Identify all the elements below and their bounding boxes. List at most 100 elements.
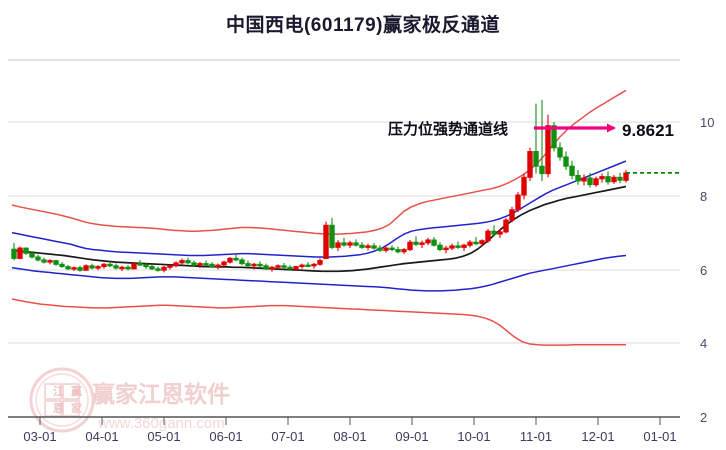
candle-body <box>11 248 17 259</box>
gridlines <box>8 59 680 418</box>
candlestick <box>89 263 95 270</box>
candlestick <box>185 257 191 265</box>
candlestick <box>71 266 77 271</box>
candlestick <box>227 257 233 264</box>
candle-body <box>311 263 317 267</box>
candlestick <box>125 265 131 271</box>
candle-body <box>161 266 167 271</box>
candle-body <box>575 175 581 182</box>
candlestick <box>377 245 383 252</box>
candle-body <box>605 176 611 183</box>
annotation-value: 9.8621 <box>622 121 674 140</box>
candle-body <box>335 242 341 248</box>
candlestick <box>17 246 23 260</box>
candlestick <box>395 246 401 254</box>
candle-body <box>383 247 389 251</box>
candle-body <box>527 151 533 178</box>
candlestick <box>581 174 587 186</box>
candlestick <box>83 264 89 271</box>
ytick-label-2: 2 <box>700 410 707 425</box>
candlestick <box>263 263 269 271</box>
candlestick <box>437 242 443 252</box>
candlestick <box>59 262 65 268</box>
candle-body <box>395 249 401 253</box>
candle-body <box>281 265 287 268</box>
candle-body <box>149 266 155 270</box>
candle-body <box>185 260 191 264</box>
candlestick <box>335 240 341 252</box>
candle-body <box>71 267 77 270</box>
candle-body <box>461 244 467 248</box>
candle-body <box>413 241 419 245</box>
xtick-label-05-01: 05-01 <box>147 429 180 444</box>
watermark-seal-char-3: 恩 <box>53 402 64 415</box>
candlestick <box>131 262 137 270</box>
candlestick <box>209 262 215 268</box>
candle-body <box>449 245 455 249</box>
candlestick <box>293 265 299 271</box>
candlestick <box>167 264 173 270</box>
candle-body <box>59 263 65 267</box>
candle-body <box>245 263 251 267</box>
candlestick <box>527 147 533 181</box>
candlestick <box>611 175 617 184</box>
candlestick <box>545 114 551 178</box>
candlestick <box>65 265 71 271</box>
candle-body <box>203 263 209 266</box>
candlestick <box>593 176 599 187</box>
candle-body <box>131 263 137 270</box>
candlestick <box>473 237 479 246</box>
candlestick <box>113 263 119 270</box>
candlestick <box>449 243 455 251</box>
candle-body <box>233 257 239 261</box>
candlestick <box>35 254 41 262</box>
candlestick <box>137 259 143 266</box>
watermark-brand-text: 赢家江恩软件 <box>92 381 230 407</box>
candlestick <box>365 243 371 251</box>
candlestick <box>323 221 329 260</box>
xtick-label-08-01: 08-01 <box>333 429 366 444</box>
chart-title: 中国西电(601179)赢家极反通道 <box>225 15 500 36</box>
watermark-seal-box-4 <box>62 400 80 417</box>
resistance-annotation[interactable]: 压力位强势通道线 9.8621 <box>388 120 674 140</box>
candlestick <box>575 169 581 185</box>
candle-body <box>269 266 275 270</box>
candlestick <box>383 246 389 253</box>
candlestick <box>605 171 611 185</box>
xtick-label-01-01: 01-01 <box>643 429 676 444</box>
candle-body <box>287 266 293 270</box>
candlestick <box>389 245 395 252</box>
candle-body <box>587 177 593 186</box>
candlestick <box>341 237 347 247</box>
candle-body <box>125 266 131 270</box>
x-axis-tick-labels: 03-01 04-01 05-01 06-01 07-01 08-01 09-0… <box>23 417 677 444</box>
candle-body <box>137 263 143 266</box>
xtick-label-09-01: 09-01 <box>395 429 428 444</box>
candle-body <box>365 245 371 248</box>
candle-body <box>65 266 71 270</box>
candle-body <box>221 261 227 266</box>
candle-body <box>53 260 59 265</box>
candle-body <box>593 178 599 186</box>
candle-body <box>359 244 365 248</box>
channel-band-line-3 <box>11 254 627 292</box>
candlestick <box>191 260 197 267</box>
xtick-label-06-01: 06-01 <box>209 429 242 444</box>
candlestick <box>623 169 629 183</box>
candle-body <box>107 263 113 267</box>
watermark-seal-box-3 <box>44 400 62 417</box>
candle-body <box>47 260 53 263</box>
channel-band-line-2 <box>11 185 627 273</box>
candle-body <box>497 231 503 235</box>
candle-body <box>317 260 323 265</box>
candle-body <box>581 177 587 182</box>
candle-body <box>305 264 311 268</box>
candle-body <box>197 263 203 266</box>
channel-bands-layer <box>11 89 627 346</box>
candlestick <box>557 142 563 161</box>
candlestick <box>269 265 275 272</box>
candlestick <box>401 248 407 254</box>
candlestick <box>317 258 323 266</box>
candle-body <box>371 245 377 249</box>
